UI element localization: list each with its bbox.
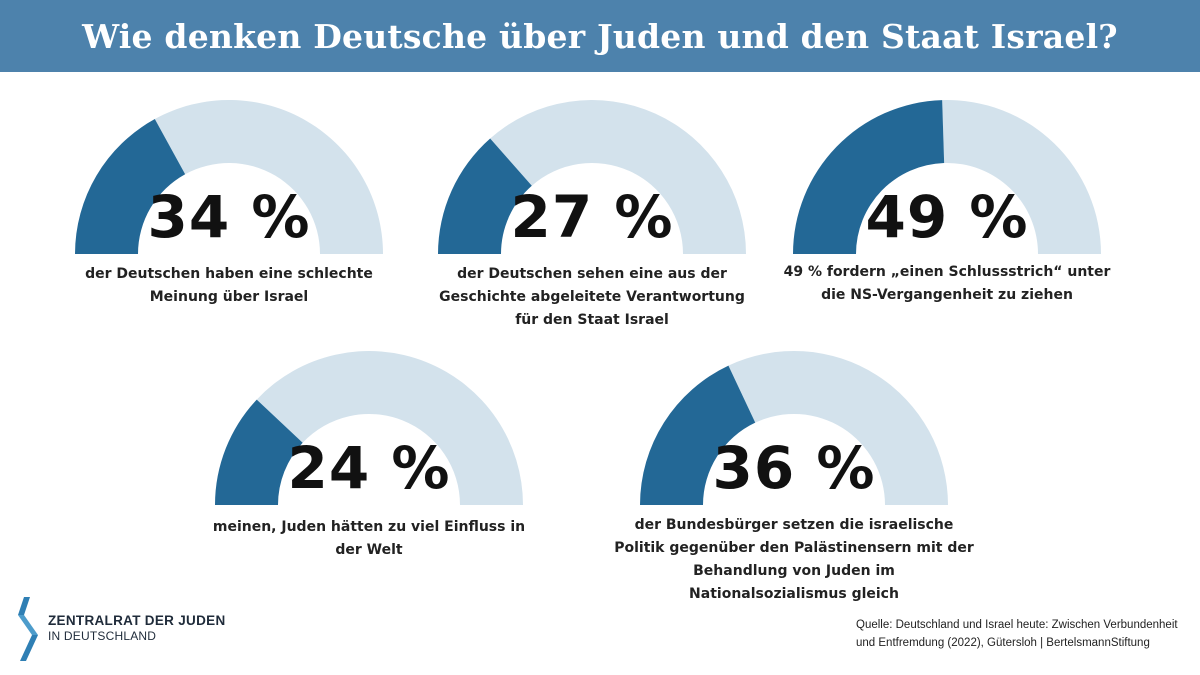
gauge-1-track bbox=[154, 100, 383, 254]
gauge-chart-5: 36 % der Bundesbürger setzen die israeli… bbox=[614, 351, 974, 602]
source-note: Quelle: Deutschland und Israel heute: Zw… bbox=[856, 619, 1178, 649]
gauge-3-svg bbox=[793, 100, 1101, 254]
gauge-5-track bbox=[728, 351, 948, 505]
gauge-5-fill bbox=[640, 365, 756, 505]
gauge-4-value: 24 % bbox=[287, 434, 451, 502]
gauge-2-svg bbox=[438, 99, 746, 254]
gauge-3-track bbox=[942, 100, 1101, 254]
logo-mark-icon bbox=[18, 597, 38, 661]
gauge-3-value: 49 % bbox=[865, 183, 1029, 251]
title-banner: Wie denken Deutsche über Juden und den S… bbox=[0, 0, 1200, 72]
gauge-chart-4: 24 % meinen, Juden hätten zu viel Einflu… bbox=[213, 351, 525, 561]
gauge-5-caption: der Bundesbürger setzen die israelische … bbox=[614, 517, 974, 602]
gauge-1-value: 34 % bbox=[147, 183, 311, 251]
gauge-chart-1: 34 % der Deutschen haben eine schlechte … bbox=[75, 100, 383, 330]
zentralrat-logo: ZENTRALRAT DER JUDEN IN DEUTSCHLAND bbox=[18, 595, 248, 665]
gauge-4-track bbox=[256, 351, 523, 505]
gauge-5-svg bbox=[640, 351, 948, 505]
page-title: Wie denken Deutsche über Juden und den S… bbox=[82, 16, 1118, 56]
gauge-1-svg bbox=[75, 100, 383, 254]
gauge-2-value: 27 % bbox=[510, 183, 674, 251]
gauge-2-fill bbox=[438, 138, 532, 254]
gauge-1-caption: der Deutschen haben eine schlechte Meinu… bbox=[85, 266, 373, 305]
gauge-1-fill bbox=[75, 119, 186, 254]
gauge-5-value: 36 % bbox=[712, 434, 876, 502]
logo-line-1: ZENTRALRAT DER JUDEN bbox=[48, 613, 226, 628]
gauge-4-svg bbox=[215, 351, 523, 505]
gauge-2-track bbox=[490, 99, 746, 254]
logo-line-2: IN DEUTSCHLAND bbox=[48, 629, 157, 643]
gauge-4-fill bbox=[215, 399, 303, 505]
gauge-chart-3: 49 % 49 % fordern „einen Schlussstrich“ … bbox=[784, 100, 1110, 330]
gauge-3-caption: 49 % fordern „einen Schlussstrich“ unter… bbox=[783, 264, 1111, 303]
gauge-4-caption: meinen, Juden hätten zu viel Einfluss in… bbox=[212, 519, 526, 558]
gauge-chart-2: 27 % der Deutschen sehen eine aus der Ge… bbox=[438, 99, 746, 330]
gauge-3-fill bbox=[793, 100, 945, 254]
gauge-2-caption: der Deutschen sehen eine aus der Geschic… bbox=[439, 266, 745, 328]
